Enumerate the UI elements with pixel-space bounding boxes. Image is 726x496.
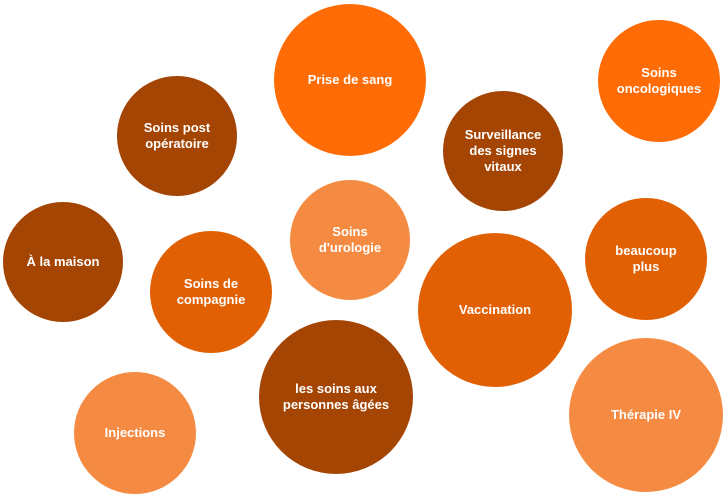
bubble-label: Injections bbox=[104, 425, 166, 440]
bubble-label: Soins oncologiques bbox=[616, 65, 702, 96]
bubble-label: les soins aux personnes âgées bbox=[282, 381, 390, 412]
bubble-label: Prise de sang bbox=[307, 72, 393, 87]
bubble-therapie-iv: Thérapie IV bbox=[569, 338, 723, 492]
bubble-label: Surveillance des signes vitaux bbox=[464, 127, 542, 174]
bubble-label: Soins d'urologie bbox=[318, 224, 382, 255]
bubble-label: Soins de compagnie bbox=[176, 276, 246, 307]
bubble-label: Soins post opératoire bbox=[143, 120, 211, 151]
bubble-soins-de-compagnie: Soins de compagnie bbox=[150, 231, 272, 353]
bubble-soins-oncologiques: Soins oncologiques bbox=[598, 20, 720, 142]
bubble-label: À la maison bbox=[26, 254, 100, 269]
bubble-vaccination: Vaccination bbox=[418, 233, 572, 387]
bubble-label: Vaccination bbox=[458, 302, 532, 317]
bubble-a-la-maison: À la maison bbox=[3, 202, 123, 322]
bubble-soins-urologie: Soins d'urologie bbox=[290, 180, 410, 300]
bubble-label: Thérapie IV bbox=[610, 407, 682, 422]
bubble-prise-de-sang: Prise de sang bbox=[274, 4, 426, 156]
bubble-beaucoup-plus: beaucoup plus bbox=[585, 198, 707, 320]
bubble-soins-personnes-agees: les soins aux personnes âgées bbox=[259, 320, 413, 474]
bubble-injections: Injections bbox=[74, 372, 196, 494]
bubble-soins-post-operatoire: Soins post opératoire bbox=[117, 76, 237, 196]
bubble-label: beaucoup plus bbox=[615, 243, 677, 274]
bubble-surveillance-signes-vitaux: Surveillance des signes vitaux bbox=[443, 91, 563, 211]
